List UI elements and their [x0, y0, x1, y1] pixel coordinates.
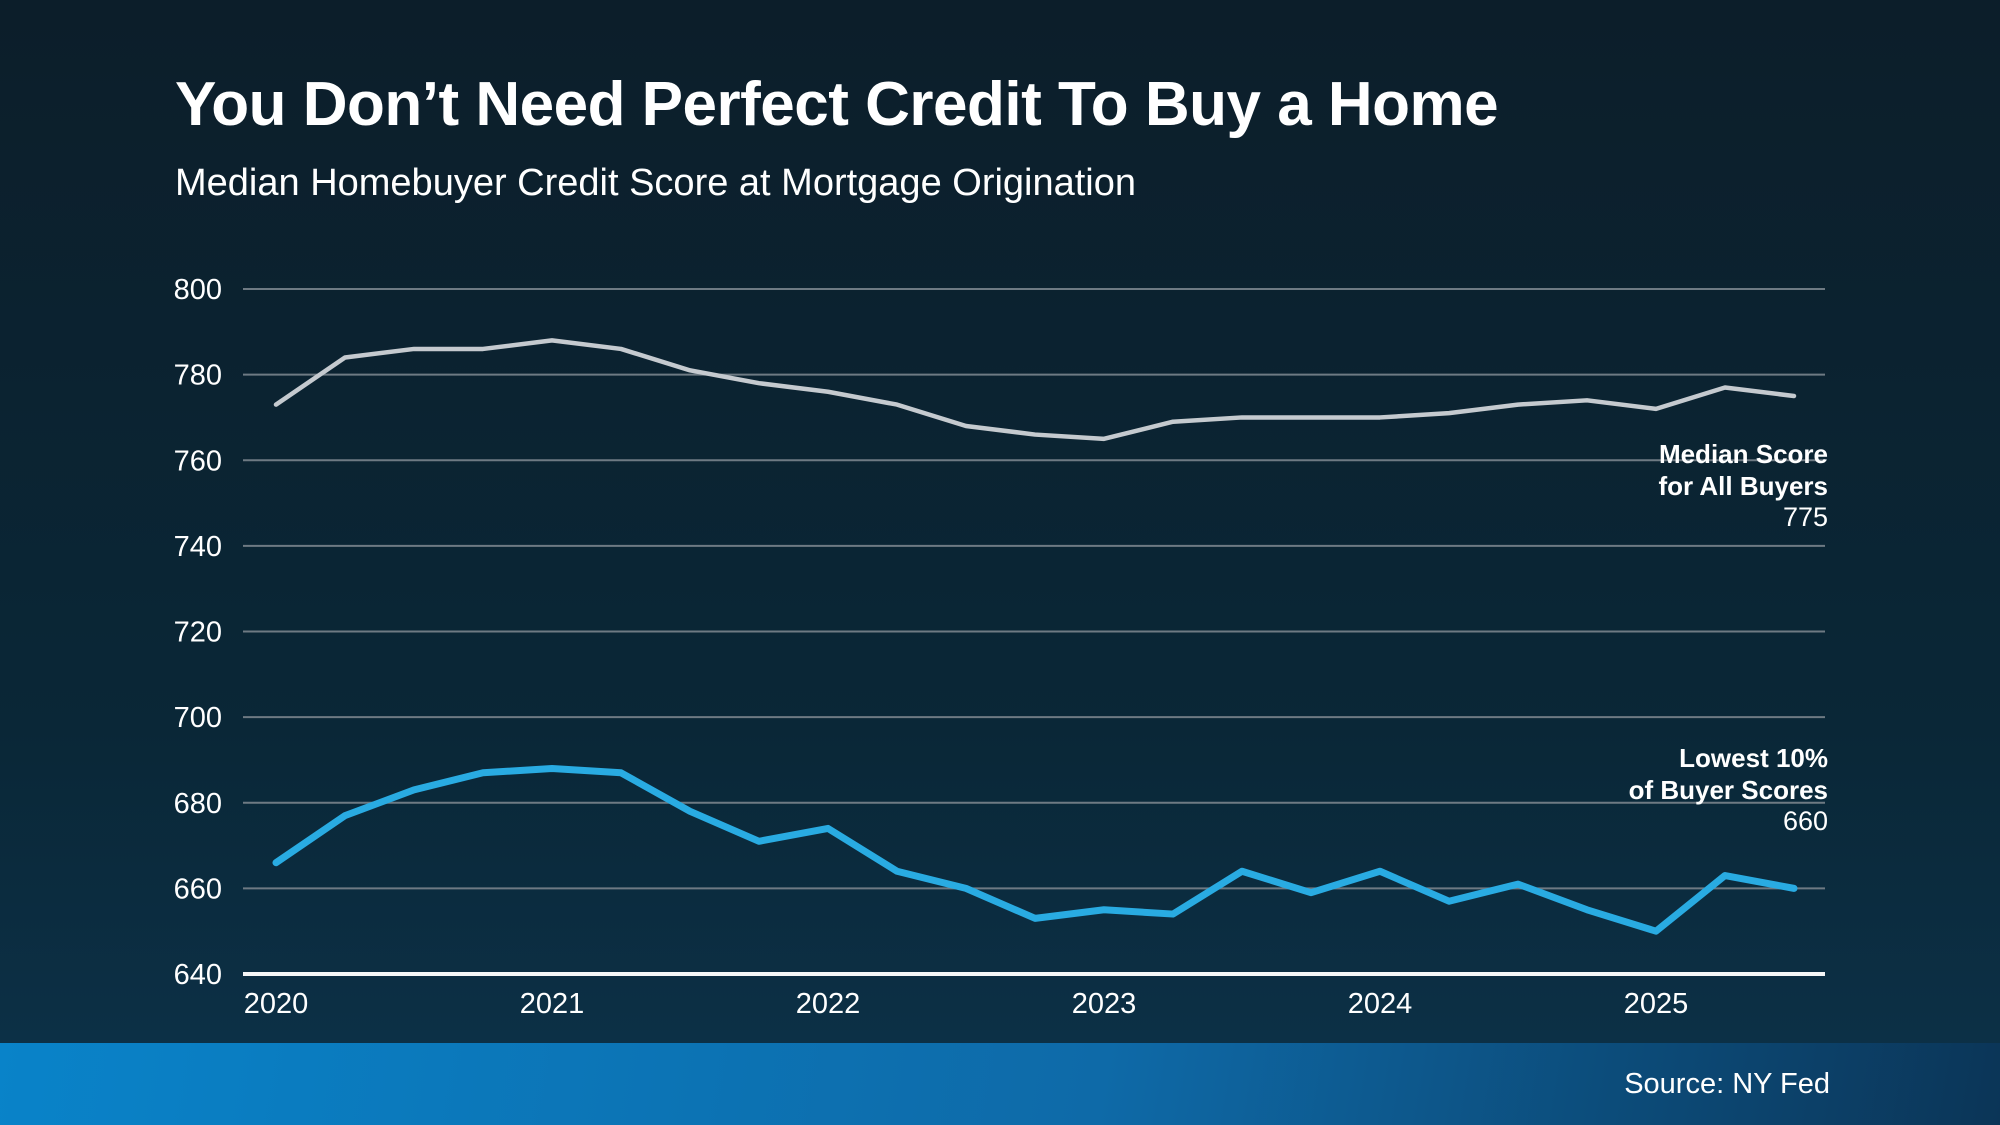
y-tick-label-680: 680 [174, 788, 222, 820]
annotation-lowest-line2: of Buyer Scores [1628, 774, 1828, 805]
y-tick-label-760: 760 [174, 445, 222, 477]
median-all-buyers-line [273, 338, 1797, 442]
chart-background [0, 0, 2000, 1043]
y-tick-label-780: 780 [174, 360, 222, 392]
y-tick-label-660: 660 [174, 873, 222, 905]
y-tick-label-720: 720 [174, 617, 222, 649]
x-tick-label-2021: 2021 [520, 988, 585, 1020]
annotation-lowest-value: 660 [1782, 806, 1828, 836]
x-tick-label-2025: 2025 [1624, 988, 1689, 1020]
annotation-median-line2: for All Buyers [1658, 470, 1828, 501]
annotation-median-score: Median Score for All Buyers 775 [1658, 439, 1828, 534]
x-tick-label-2022: 2022 [796, 988, 861, 1020]
footer-bar: Source: NY Fed [0, 1043, 2000, 1125]
annotation-median-value: 775 [1782, 502, 1828, 532]
y-tick-label-700: 700 [174, 702, 222, 734]
lowest-10pct-line [272, 765, 1798, 935]
x-tick-label-2024: 2024 [1348, 988, 1413, 1020]
annotation-lowest-line1: Lowest 10% [1679, 743, 1828, 773]
y-tick-label-800: 800 [174, 274, 222, 306]
page-subtitle: Median Homebuyer Credit Score at Mortgag… [175, 162, 1137, 204]
x-tick-label-2020: 2020 [244, 988, 309, 1020]
page-title: You Don’t Need Perfect Credit To Buy a H… [175, 70, 1499, 139]
y-tick-label-740: 740 [174, 531, 222, 563]
y-tick-label-640: 640 [174, 959, 222, 991]
annotation-median-line1: Median Score [1658, 439, 1828, 469]
source-attribution: Source: NY Fed [1624, 1067, 1830, 1100]
annotation-lowest-10pct: Lowest 10% of Buyer Scores 660 [1629, 743, 1828, 838]
x-tick-label-2023: 2023 [1072, 988, 1137, 1020]
